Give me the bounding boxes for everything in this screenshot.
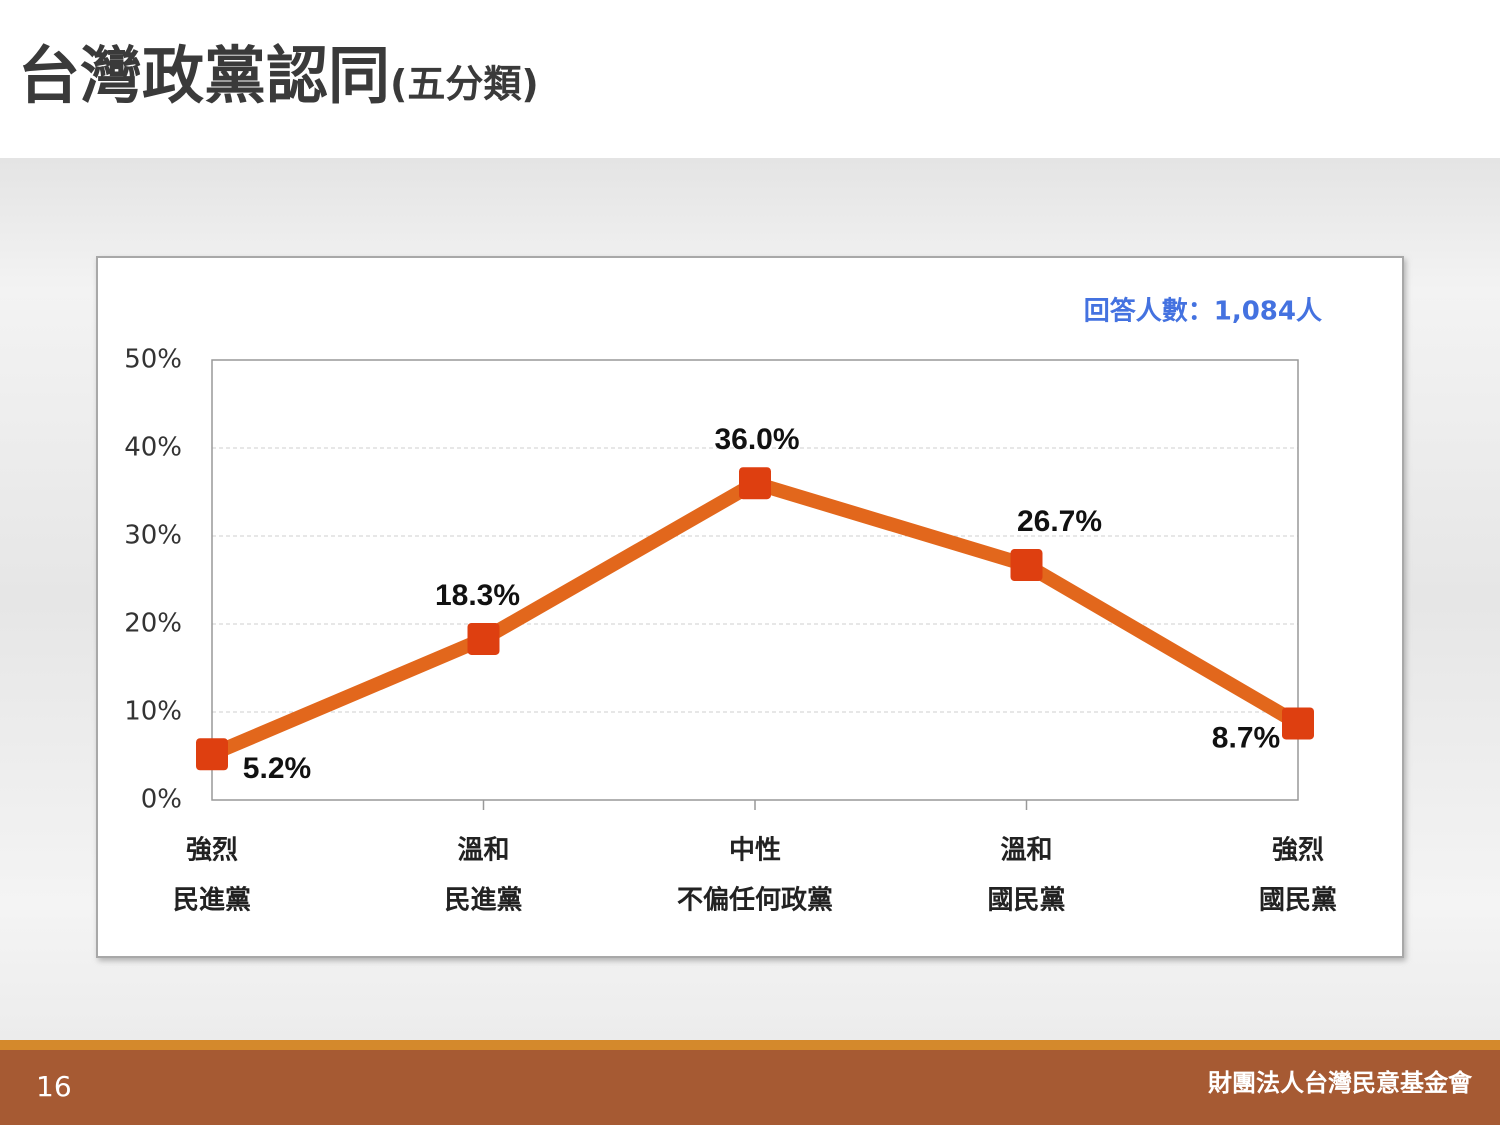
title-main: 台灣政黨認同 [18,39,390,112]
organization: 財團法人台灣民意基金會 [1208,1069,1473,1097]
data-marker [196,738,228,771]
footer [0,1050,1500,1125]
page-number: 16 [36,1070,72,1103]
data-label: 18.3% [435,579,520,612]
y-tick-label: 20% [124,609,182,639]
data-marker [467,622,500,655]
chart-box [96,256,1404,958]
x-tick-label: 民進黨 [444,886,522,916]
x-tick-label: 中性 [729,836,781,866]
x-tick-label: 國民黨 [1259,886,1337,916]
y-tick-label: 10% [124,697,182,727]
x-tick-label: 不偏任何政黨 [677,885,833,916]
x-tick-label: 溫和 [1000,836,1052,866]
data-label: 5.2% [243,752,311,785]
data-marker [1282,707,1314,740]
y-tick-label: 50% [124,345,182,375]
y-tick-label: 30% [124,521,182,551]
data-label: 36.0% [714,423,799,456]
title: 台灣政黨認同(五分類) [18,39,539,112]
x-tick-label: 溫和 [457,836,509,866]
data-label: 26.7% [1017,505,1102,538]
y-tick-label: 0% [141,785,182,815]
header-band [0,0,1500,158]
footer-stripe [0,1040,1500,1050]
y-tick-label: 40% [124,433,182,463]
x-tick-label: 強烈 [186,836,238,866]
data-marker [739,467,771,500]
data-marker [1010,549,1043,582]
annotation: 回答人數：1,084人 [1084,296,1322,327]
x-tick-label: 國民黨 [987,886,1065,916]
x-tick-label: 民進黨 [173,886,251,916]
x-tick-label: 強烈 [1272,836,1324,866]
title-sub: (五分類) [390,62,539,106]
data-label: 8.7% [1212,721,1280,754]
